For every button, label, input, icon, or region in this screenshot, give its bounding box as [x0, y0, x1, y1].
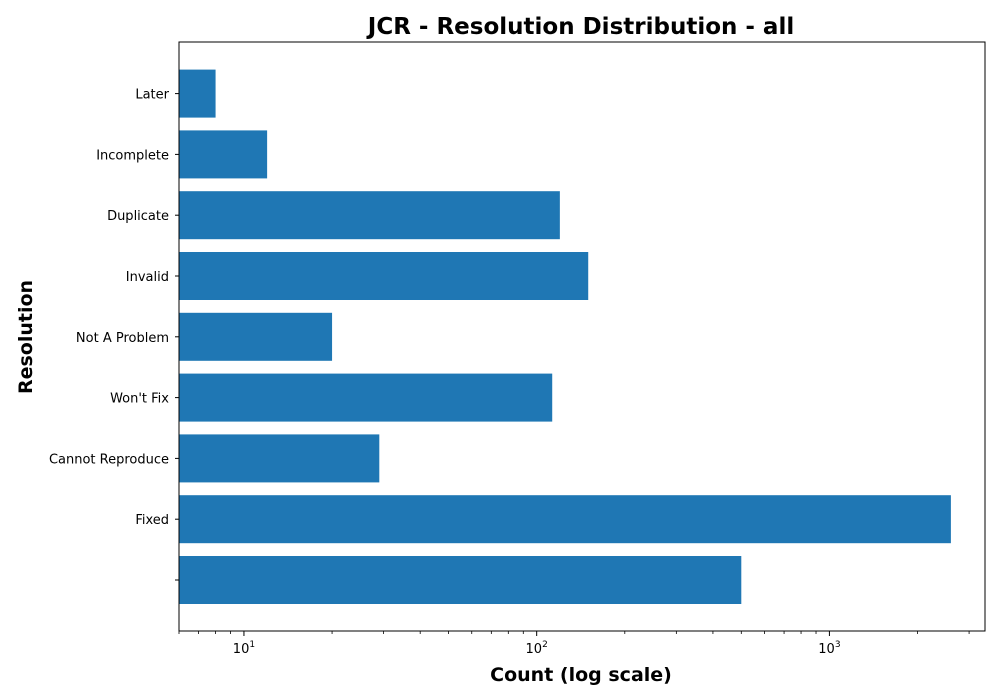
bar-not-a-problem [179, 313, 332, 361]
x-tick-label: 103 [818, 640, 840, 657]
y-tick-label: Incomplete [96, 148, 169, 163]
y-tick-label: Fixed [135, 513, 169, 528]
y-tick-label: Won't Fix [110, 392, 169, 407]
bars-group [179, 70, 951, 604]
bar-later [179, 70, 216, 118]
bar-fixed [179, 495, 951, 543]
bar-cannot-reproduce [179, 434, 379, 482]
chart-title: JCR - Resolution Distribution - all [366, 14, 794, 40]
y-tick-label: Duplicate [107, 209, 169, 224]
x-axis-ticks: 101 102 103 [179, 631, 969, 657]
bar-won-t-fix [179, 374, 552, 422]
bar-blank [179, 556, 741, 604]
y-axis-label: Resolution [15, 280, 37, 394]
bar-invalid [179, 252, 588, 300]
x-tick-label: 101 [233, 640, 255, 657]
y-tick-label: Invalid [126, 270, 169, 285]
x-tick-label: 102 [526, 640, 548, 657]
bar-duplicate [179, 191, 560, 239]
bar-incomplete [179, 130, 267, 178]
y-tick-label: Cannot Reproduce [49, 452, 169, 467]
y-axis-ticks: Fixed Cannot Reproduce Won't Fix Not A Prob… [49, 88, 179, 580]
y-tick-label: Not A Problem [76, 331, 169, 346]
y-tick-label: Later [135, 88, 169, 103]
x-axis-label: Count (log scale) [490, 664, 672, 686]
